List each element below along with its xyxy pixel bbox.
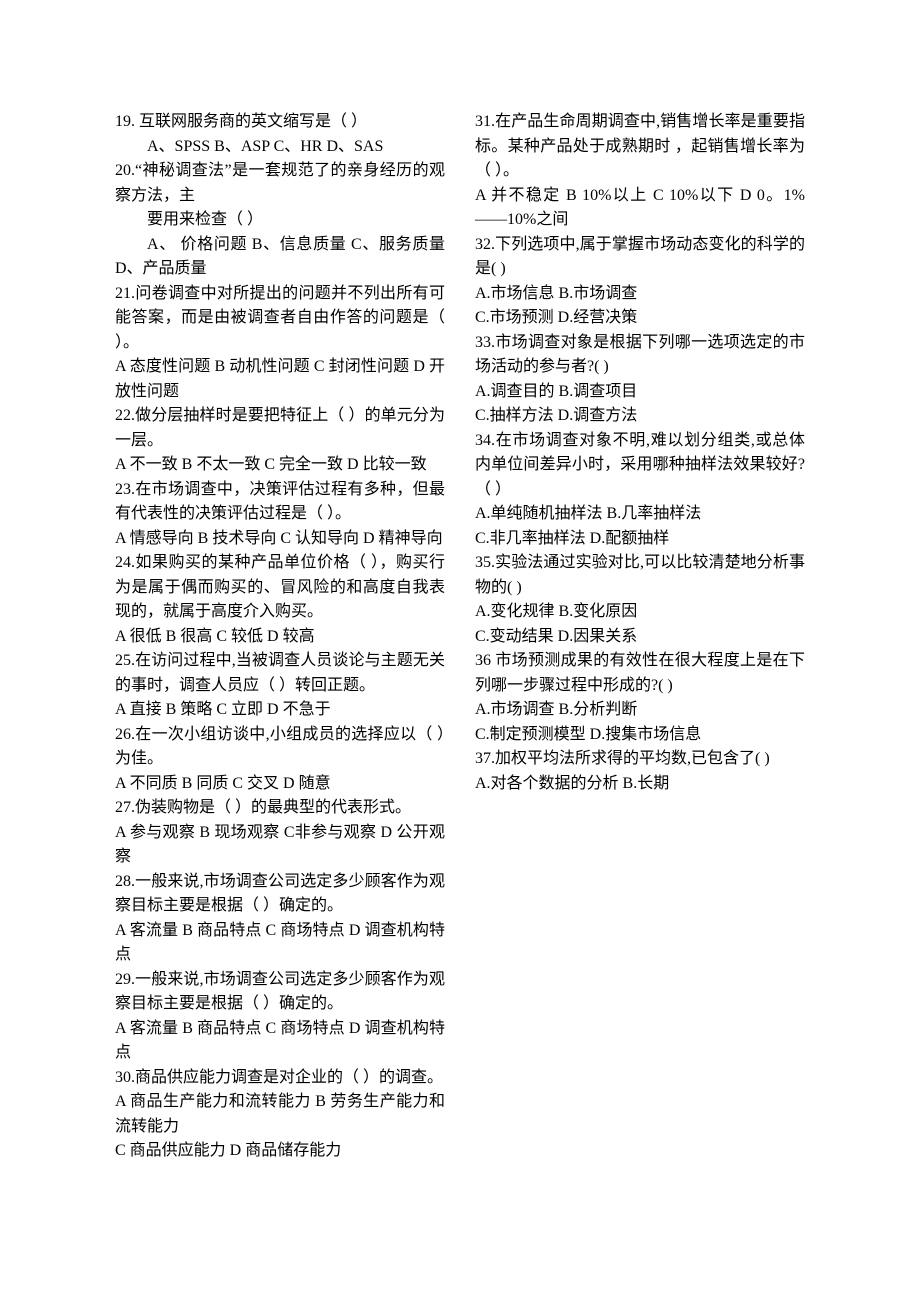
exam-line: A.市场信息 B.市场调查 [475,282,805,307]
exam-line: 20.“神秘调查法”是一套规范了的亲身经历的观察方法，主 [115,159,445,208]
exam-line: A 不同质 B 同质 C 交叉 D 随意 [115,772,445,797]
exam-line: 24.如果购买的某种产品单位价格（ ），购买行为是属于偶而购买的、冒风险的和高度… [115,551,445,625]
exam-line: 23.在市场调查中，决策评估过程有多种，但最有代表性的决策评估过程是（ ）。 [115,478,445,527]
exam-line: A 参与观察 B 现场观察 C非参与观察 D 公开观察 [115,821,445,870]
exam-line: A.调查目的 B.调查项目 [475,380,805,405]
exam-line: 29.一般来说,市场调查公司选定多少顾客作为观察目标主要是根据（ ）确定的。 [115,968,445,1017]
exam-line: A 直接 B 策略 C 立即 D 不急于 [115,698,445,723]
exam-line: 37.加权平均法所求得的平均数,已包含了( ) [475,747,805,772]
exam-line: A 客流量 B 商品特点 C 商场特点 D 调查机构特点 [115,1017,445,1066]
exam-line: A 态度性问题 B 动机性问题 C 封闭性问题 D 开放性问题 [115,355,445,404]
exam-line: A 很低 B 很高 C 较低 D 较高 [115,625,445,650]
exam-line: A 客流量 B 商品特点 C 商场特点 D 调查机构特点 [115,919,445,968]
exam-line: 32.下列选项中,属于掌握市场动态变化的科学的是( ) [475,233,805,282]
exam-line: C.市场预测 D.经营决策 [475,306,805,331]
exam-line: 36 市场预测成果的有效性在很大程度上是在下列哪一步骤过程中形成的?( ) [475,649,805,698]
exam-line: 19. 互联网服务商的英文缩写是（ ） [115,110,445,135]
exam-line: C.变动结果 D.因果关系 [475,625,805,650]
exam-line: 要用来检查（ ） [115,208,445,233]
exam-line: A.单纯随机抽样法 B.几率抽样法 [475,502,805,527]
exam-line: 27.伪装购物是（ ）的最典型的代表形式。 [115,796,445,821]
exam-line: 31.在产品生命周期调查中,销售增长率是重要指标。某种产品处于成熟期时 ，起销售… [475,110,805,184]
exam-line: 33.市场调查对象是根据下列哪一选项选定的市场活动的参与者?( ) [475,331,805,380]
exam-line: A.对各个数据的分析 B.长期 [475,772,805,797]
exam-line: A 并不稳定 B 10%以上 C 10%以下 D 0。1%——10%之间 [475,184,805,233]
exam-line: 28.一般来说,市场调查公司选定多少顾客作为观察目标主要是根据（ ）确定的。 [115,870,445,919]
exam-line: 34.在市场调查对象不明,难以划分组类,或总体内单位间差异小时，采用哪种抽样法效… [475,429,805,503]
exam-line: A、SPSS B、ASP C、HR D、SAS [115,135,445,160]
exam-line: C.制定预测模型 D.搜集市场信息 [475,723,805,748]
exam-line: A 不一致 B 不太一致 C 完全一致 D 比较一致 [115,453,445,478]
exam-line: A、 价格问题 B、信息质量 C、服务质量 D、产品质量 [115,233,445,282]
exam-line: C.非几率抽样法 D.配额抽样 [475,527,805,552]
exam-line: A 情感导向 B 技术导向 C 认知导向 D 精神导向 [115,527,445,552]
exam-line: 25.在访问过程中,当被调查人员谈论与主题无关的事时，调查人员应（ ）转回正题。 [115,649,445,698]
exam-line: A.市场调查 B.分析判断 [475,698,805,723]
exam-line: 30.商品供应能力调查是对企业的（ ）的调查。 [115,1066,445,1091]
exam-line: 26.在一次小组访谈中,小组成员的选择应以（ ）为佳。 [115,723,445,772]
exam-line: 21.问卷调查中对所提出的问题并不列出所有可能答案，而是由被调查者自由作答的问题… [115,282,445,356]
exam-line: A.变化规律 B.变化原因 [475,600,805,625]
exam-line: 35.实验法通过实验对比,可以比较清楚地分析事物的( ) [475,551,805,600]
exam-line: C.抽样方法 D.调查方法 [475,404,805,429]
exam-line: A 商品生产能力和流转能力 B 劳务生产能力和流转能力 [115,1090,445,1139]
exam-line: 22.做分层抽样时是要把特征上（ ）的单元分为一层。 [115,404,445,453]
exam-line: C 商品供应能力 D 商品储存能力 [115,1139,445,1164]
